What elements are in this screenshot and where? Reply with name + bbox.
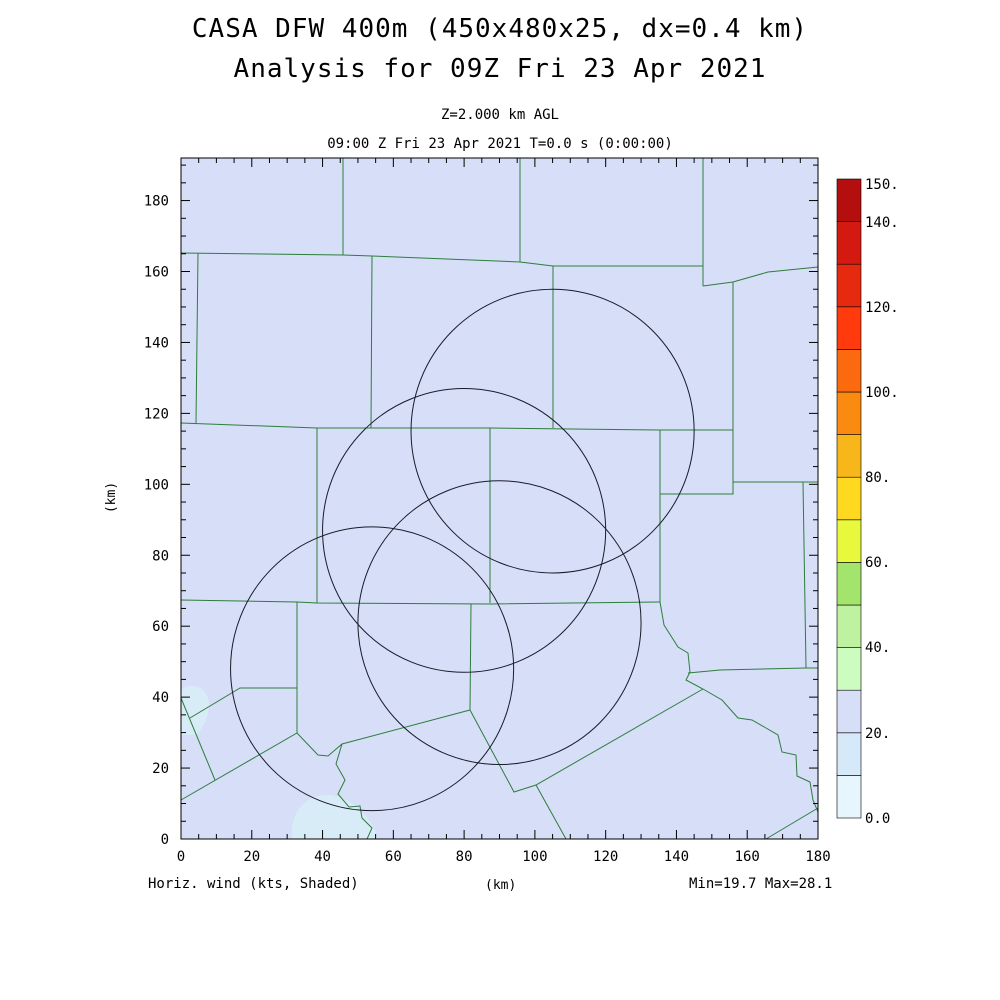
colorbar-swatch (836, 519, 862, 563)
colorbar-swatch (836, 434, 862, 478)
y-tick-label: 0 (161, 832, 169, 848)
chart-title-line1: CASA DFW 400m (450x480x25, dx=0.4 km) (191, 14, 809, 44)
y-tick-label: 20 (152, 761, 169, 777)
colorbar-swatch (836, 562, 862, 606)
footer-right-label: Min=19.7 Max=28.1 (689, 876, 833, 892)
x-axis-label: (km) (485, 878, 517, 893)
x-tick-label: 80 (456, 849, 473, 865)
x-tick-label: 100 (522, 849, 547, 865)
colorbar-label: 20. (865, 726, 890, 742)
y-axis-label: (km) (104, 481, 120, 514)
colorbar-swatch (836, 263, 862, 308)
colorbar: 150. 140. 120. 100. 80. 60. 40. 20. 0.0 (836, 177, 899, 827)
colorbar-label: 120. (865, 300, 899, 316)
plot-background (181, 158, 818, 839)
x-tick-label: 60 (385, 849, 402, 865)
y-tick-label: 80 (152, 548, 169, 564)
ring-southwest (230, 526, 515, 812)
light-patch-west (181, 685, 209, 735)
county-boundaries (180, 158, 819, 840)
colorbar-swatch (836, 391, 862, 435)
x-tick-label: 180 (805, 849, 830, 865)
colorbar-swatch (836, 689, 862, 734)
colorbar-swatch (836, 178, 862, 222)
colorbar-swatch (836, 604, 862, 648)
colorbar-swatch (836, 647, 862, 691)
colorbar-label: 80. (865, 470, 890, 486)
colorbar-label: 150. (865, 177, 899, 193)
radar-range-rings (230, 288, 695, 812)
x-tick-label: 140 (664, 849, 689, 865)
colorbar-label: 100. (865, 385, 899, 401)
y-tick-label: 100 (144, 477, 169, 493)
colorbar-label: 0.0 (865, 811, 890, 827)
colorbar-swatch (836, 732, 862, 776)
level-label: Z=2.000 km AGL (440, 107, 559, 123)
y-tick-label: 160 (144, 265, 169, 281)
light-patch-south (291, 794, 378, 839)
x-tick-label: 160 (735, 849, 760, 865)
colorbar-label: 140. (865, 215, 899, 231)
x-tick-label: 20 (243, 849, 260, 865)
footer-left-label: Horiz. wind (kts, Shaded) (148, 876, 359, 892)
axes: 0 20 40 60 80 100 120 140 160 180 0 20 40 60 80 100 120 1… (144, 158, 831, 865)
colorbar-label: 60. (865, 555, 890, 571)
ring-central (357, 480, 642, 766)
ring-northeast (410, 288, 695, 574)
colorbar-swatch (836, 775, 862, 819)
y-tick-label: 180 (144, 194, 169, 210)
y-tick-label: 60 (152, 619, 169, 635)
x-tick-label: 0 (177, 849, 185, 865)
colorbar-swatch (836, 476, 862, 521)
x-tick-label: 40 (314, 849, 331, 865)
y-tick-label: 120 (144, 406, 169, 422)
y-tick-label: 40 (152, 690, 169, 706)
ring-north-central (322, 388, 607, 673)
valid-time-label: 09:00 Z Fri 23 Apr 2021 T=0.0 s (0:00:00… (327, 136, 673, 152)
colorbar-swatch (836, 221, 862, 265)
colorbar-swatch (836, 306, 862, 350)
chart-title-line2: Analysis for 09Z Fri 23 Apr 2021 (233, 54, 767, 84)
colorbar-swatch (836, 349, 862, 393)
y-tick-label: 140 (144, 335, 169, 351)
colorbar-label: 40. (865, 640, 890, 656)
x-tick-label: 120 (593, 849, 618, 865)
